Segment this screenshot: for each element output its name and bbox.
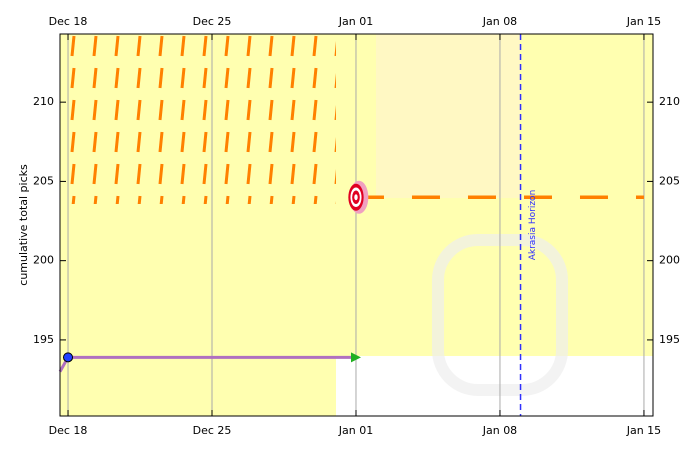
x-tick-label-top: Dec 18 [49,15,88,28]
target-ring [354,194,358,201]
horizon-label: Akrasia Horizon [528,190,538,261]
y-tick-label-right: 205 [659,174,680,187]
x-tick-label: Jan 01 [338,424,373,437]
x-tick-label-top: Jan 15 [626,15,661,28]
end-point [350,352,361,363]
x-tick-label: Dec 18 [49,424,88,437]
y-tick-label: 195 [33,333,54,346]
x-tick-label: Dec 25 [193,424,232,437]
y-tick-label-right: 195 [659,333,680,346]
y-tick-label-right: 200 [659,254,680,267]
x-tick-label-top: Dec 25 [193,15,232,28]
plot-background [60,34,653,416]
x-tick-label: Jan 08 [482,424,517,437]
plot-frame [59,33,654,417]
x-tick-label-top: Jan 08 [482,15,517,28]
y-axis-label: cumulative total picks [17,164,30,286]
y-tick-label: 210 [33,95,54,108]
x-tick-label: Jan 15 [626,424,661,437]
x-tick-label-top: Jan 01 [338,15,373,28]
y-tick-label: 200 [33,254,54,267]
y-tick-label: 205 [33,174,54,187]
y-tick-label-right: 210 [659,95,680,108]
start-point [63,352,74,363]
